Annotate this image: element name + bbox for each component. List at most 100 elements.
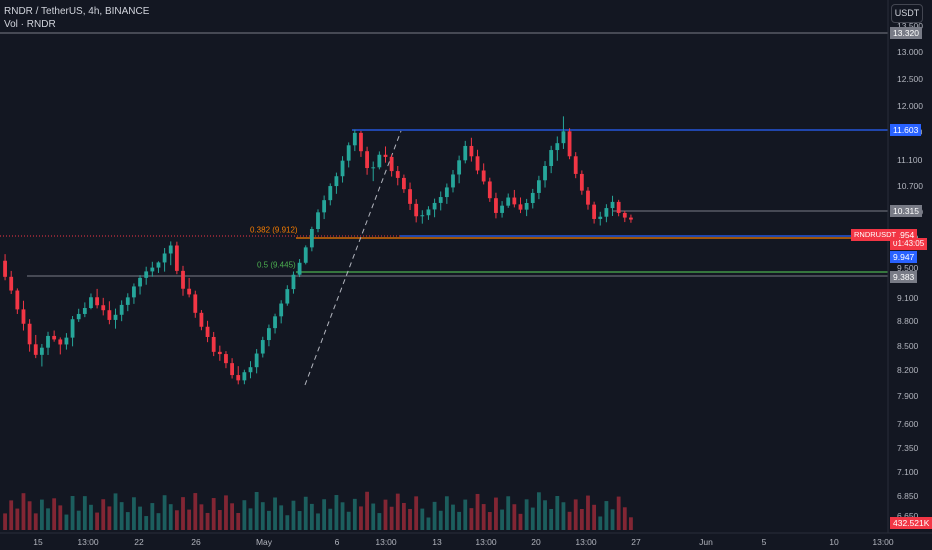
candle-body [444, 187, 449, 198]
candle-body [457, 160, 462, 175]
candle-body [322, 200, 327, 213]
price-tick-label: 12.000 [897, 101, 923, 111]
volume-bar [481, 504, 486, 530]
candle-body [500, 205, 504, 213]
volume-legend[interactable]: Vol · RNDR [4, 19, 56, 30]
candle-body [598, 216, 603, 219]
candle-body [586, 190, 590, 205]
volume-bar [187, 509, 192, 530]
volume-bar [273, 497, 277, 530]
candle-body [629, 217, 633, 220]
time-tick-label: 13:00 [375, 537, 397, 547]
volume-bar [457, 511, 462, 530]
time-tick-label: 13:00 [77, 537, 99, 547]
volume-bar [579, 508, 584, 530]
currency-selector[interactable]: USDT [891, 4, 923, 23]
price-tick-label: 7.900 [897, 391, 919, 401]
volume-bar [598, 516, 603, 530]
volume-bar [174, 510, 179, 530]
candle-body [132, 286, 136, 298]
volume-bar [242, 500, 247, 530]
volume-bar [604, 501, 609, 530]
price-tick-label: 6.650 [897, 511, 919, 521]
volume-bar [371, 503, 376, 530]
volume-bar [82, 496, 87, 530]
volume-bar [89, 504, 93, 530]
candle-body [512, 197, 517, 205]
candle-body [70, 319, 75, 338]
candle-body [524, 202, 529, 210]
candle-body [21, 309, 26, 324]
volume-bar [524, 499, 529, 530]
price-tick-label: 13.500 [897, 21, 923, 31]
candle-body [297, 262, 302, 275]
candle-body [95, 297, 100, 306]
time-tick-label: 13 [432, 537, 442, 547]
volume-bar [303, 496, 308, 530]
price-tag-countdown: 01:43:05 [890, 238, 928, 250]
time-tick-label: 10 [829, 537, 839, 547]
volume-bar [309, 503, 314, 530]
price-tag-resistance: 11.603 [890, 124, 922, 136]
candle-body [579, 173, 584, 191]
volume-bar [518, 513, 523, 530]
price-tick-label: 8.500 [897, 341, 919, 351]
volume-bar [616, 496, 621, 530]
volume-bar [224, 495, 228, 530]
candle-body [426, 209, 431, 216]
volume-bar [3, 513, 7, 530]
chart-legend: RNDR / TetherUS, 4h, BINANCE Vol · RNDR [4, 5, 149, 31]
candle-body [3, 260, 7, 277]
volume-bar [132, 497, 136, 530]
price-tick-label: 10.700 [897, 181, 923, 191]
volume-bar [463, 499, 468, 530]
candle-body [9, 276, 14, 291]
fib-trend-line[interactable] [304, 130, 402, 386]
candle-body [46, 335, 50, 348]
volume-bar [383, 499, 388, 530]
volume-bar [359, 506, 363, 530]
volume-bar [469, 508, 474, 530]
candle-body [334, 176, 339, 187]
symbol-title[interactable]: RNDR / TetherUS, 4h, BINANCE [4, 6, 150, 17]
candle-body [242, 372, 247, 381]
volume-bar [414, 496, 419, 530]
candle-body [230, 363, 234, 376]
volume-bar [346, 511, 351, 530]
volume-bar [217, 510, 222, 530]
drawing-lines[interactable] [0, 32, 888, 386]
candle-body [144, 271, 149, 278]
volume-bar [138, 506, 142, 530]
volume-bar [494, 497, 498, 530]
volume-bar [150, 503, 155, 530]
volume-bar [610, 509, 615, 530]
candle-body [395, 171, 400, 178]
volume-bar [322, 499, 327, 530]
volume-bar [168, 504, 173, 530]
volume-bar [107, 506, 112, 530]
price-tick-label: 8.800 [897, 316, 919, 326]
candle-body [205, 326, 210, 337]
symbol-tag: RNDRUSDT [851, 229, 900, 241]
volume-bars [3, 491, 633, 530]
candle-body [494, 198, 498, 213]
price-tick-label: 6.850 [897, 491, 919, 501]
time-tick-label: 13:00 [475, 537, 497, 547]
candle-body [383, 154, 388, 157]
candle-body [518, 204, 523, 210]
volume-bar [438, 510, 443, 530]
time-tick-label: 26 [191, 537, 201, 547]
candle-body [340, 160, 345, 177]
candle-body [273, 316, 277, 329]
volume-bar [500, 509, 504, 530]
candle-body [352, 132, 357, 146]
candle-body [82, 308, 87, 314]
candle-body [408, 189, 412, 204]
candle-body [260, 340, 265, 354]
volume-bar [352, 498, 357, 530]
candle-body [610, 201, 615, 209]
candle-body [389, 156, 394, 172]
candle-body [211, 336, 216, 352]
volume-bar [285, 515, 290, 530]
